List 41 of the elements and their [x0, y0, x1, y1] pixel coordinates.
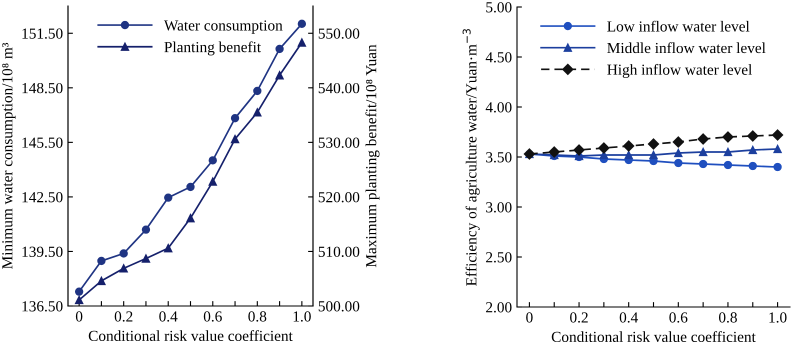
y2-tick-label: 540.00	[318, 82, 360, 94]
x-tick-label: 1.0	[769, 312, 787, 323]
y-tick-label: 139.50	[22, 246, 63, 257]
x-tick-label: 0.2	[114, 311, 132, 322]
x-tick-label: 0.4	[620, 312, 638, 323]
y2-tick-label: 500.00	[318, 301, 360, 312]
x-tick-label: 0	[76, 311, 82, 322]
y2-axis-title: Maximum planting benefit/10⁸ Yuan	[365, 44, 380, 268]
y-tick-label: 151.50	[22, 28, 63, 39]
y-tick-label: 142.50	[22, 192, 63, 202]
y-axis-title: Efficiency of agriculture water/Yuan·m$^{−3}$	[462, 29, 480, 286]
y-tick-label: 3.50	[486, 152, 512, 163]
y-tick-label: 2.00	[486, 302, 512, 313]
x-tick-label: 0.6	[204, 311, 222, 322]
y2-tick-label: 510.00	[318, 246, 360, 257]
legend-label: High inflow water level	[607, 64, 752, 78]
x-tick-label: 0.2	[570, 312, 588, 323]
x-axis-title: Conditional risk value coefficient	[88, 330, 293, 342]
x-tick-label: 0.4	[159, 311, 178, 322]
y2-tick-label: 550.00	[318, 28, 360, 39]
y2-tick-label: 530.00	[318, 138, 360, 148]
x-axis-title: Conditional risk value coefficient	[552, 331, 756, 342]
x-tick-label: 0.8	[248, 311, 266, 322]
y-axis-title: Minimum water consumption/10⁸ m³	[2, 42, 16, 269]
y-tick-label: 4.50	[486, 52, 512, 63]
y2-tick-label: 520.00	[318, 192, 360, 202]
y-tick-label: 5.00	[486, 2, 512, 13]
y-tick-label: 4.00	[486, 102, 512, 113]
legend-label: Water consumption	[164, 20, 283, 34]
x-tick-label: 0.6	[669, 312, 688, 323]
x-tick-label: 1.0	[294, 311, 311, 322]
legend-label: Middle inflow water level	[607, 42, 766, 54]
legend-label: Low inflow water level	[607, 20, 750, 32]
y-tick-label: 148.50	[22, 82, 63, 94]
legend-label: Planting benefit	[164, 41, 261, 56]
y-tick-label: 2.50	[486, 252, 512, 263]
y-tick-label: 3.00	[486, 202, 512, 213]
y-tick-label: 145.50	[22, 138, 63, 148]
x-tick-label: 0	[526, 312, 533, 323]
x-tick-label: 0.8	[718, 312, 737, 323]
y-tick-label: 136.50	[22, 301, 63, 312]
